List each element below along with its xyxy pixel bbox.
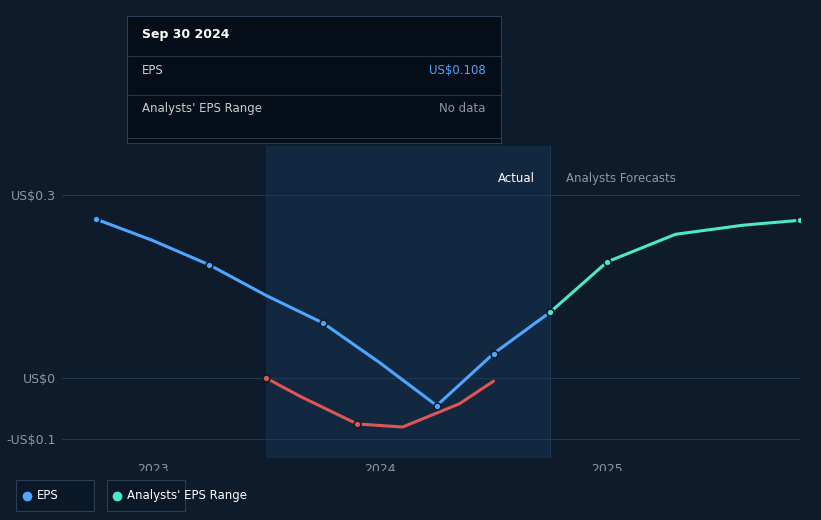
FancyBboxPatch shape: [107, 480, 185, 511]
Text: EPS: EPS: [142, 64, 164, 77]
Text: EPS: EPS: [37, 489, 58, 502]
Text: US$0.108: US$0.108: [429, 64, 486, 77]
FancyBboxPatch shape: [16, 480, 94, 511]
Bar: [266, 146, 550, 458]
Text: Analysts' EPS Range: Analysts' EPS Range: [127, 489, 247, 502]
Text: Analysts Forecasts: Analysts Forecasts: [566, 172, 677, 185]
Text: No data: No data: [439, 102, 486, 115]
Text: Sep 30 2024: Sep 30 2024: [142, 28, 230, 42]
Text: Actual: Actual: [498, 172, 534, 185]
Text: Analysts' EPS Range: Analysts' EPS Range: [142, 102, 262, 115]
